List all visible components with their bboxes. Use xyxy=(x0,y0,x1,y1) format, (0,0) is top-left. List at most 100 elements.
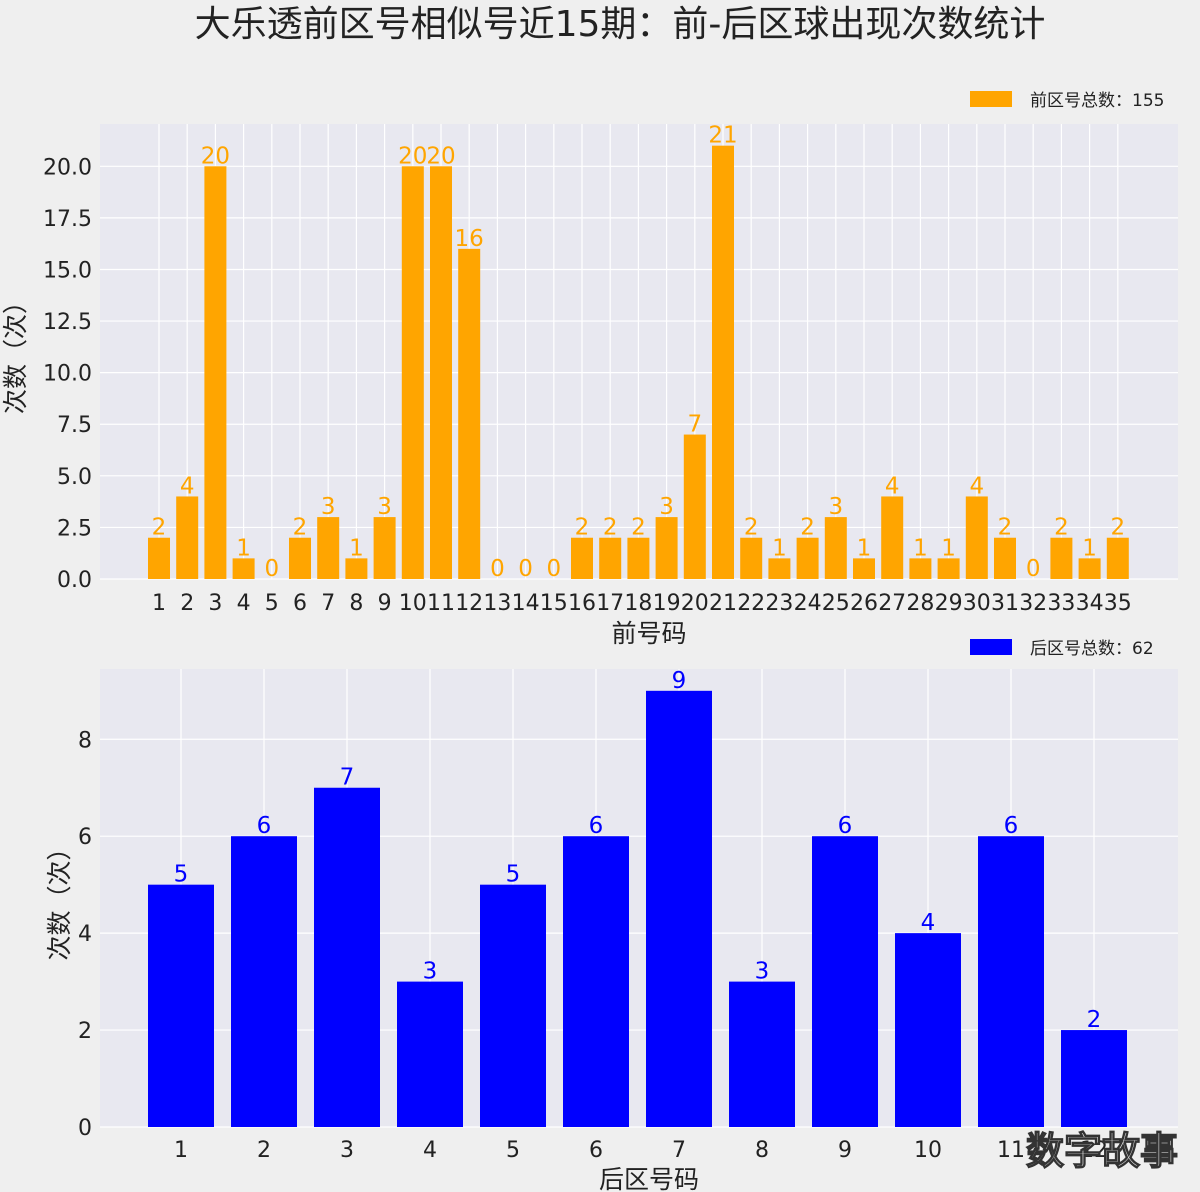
bar-value-label: 3 xyxy=(321,494,336,520)
bar-value-label: 20 xyxy=(201,143,230,169)
bar xyxy=(345,558,368,579)
bar xyxy=(571,537,593,579)
bar-value-label: 6 xyxy=(589,813,604,839)
bar xyxy=(994,537,1016,579)
x-tick-label: 34 xyxy=(1076,591,1104,616)
x-tick-label: 10 xyxy=(399,591,427,616)
y-tick-label: 5.0 xyxy=(57,465,92,490)
bar-value-label: 4 xyxy=(969,473,984,499)
bar xyxy=(148,884,214,1127)
bar-value-label: 3 xyxy=(423,959,438,985)
bar-value-label: 2 xyxy=(998,515,1013,541)
x-tick-label: 15 xyxy=(540,591,568,616)
bar xyxy=(317,517,340,579)
bar-value-label: 4 xyxy=(921,910,936,936)
x-tick-label: 2 xyxy=(257,1138,271,1163)
x-tick-label: 12 xyxy=(455,591,483,616)
x-tick-label: 31 xyxy=(991,591,1019,616)
x-tick-label: 6 xyxy=(293,591,307,616)
x-tick-label: 25 xyxy=(822,591,850,616)
bar-value-label: 2 xyxy=(744,515,759,541)
bar xyxy=(176,496,199,579)
y-tick-label: 8 xyxy=(78,728,92,753)
bar-value-label: 2 xyxy=(1110,515,1125,541)
x-tick-label: 1 xyxy=(152,591,166,616)
y-tick-label: 0.0 xyxy=(57,568,92,593)
x-tick-label: 28 xyxy=(906,591,934,616)
bar-value-label: 16 xyxy=(455,226,484,252)
bar-value-label: 3 xyxy=(659,494,674,520)
bar xyxy=(895,933,961,1127)
x-tick-label: 24 xyxy=(794,591,822,616)
bar xyxy=(1078,558,1101,579)
bar-value-label: 1 xyxy=(772,535,787,561)
y-tick-label: 6 xyxy=(78,825,92,850)
bar xyxy=(148,537,170,579)
bar xyxy=(853,558,875,579)
y-tick-label: 15.0 xyxy=(43,258,92,283)
bar-value-label: 1 xyxy=(857,535,872,561)
x-tick-label: 22 xyxy=(737,591,765,616)
y-tick-label: 0 xyxy=(78,1116,92,1141)
x-tick-label: 20 xyxy=(681,591,709,616)
bar-value-label: 2 xyxy=(152,515,167,541)
bar-value-label: 5 xyxy=(174,862,189,888)
bar xyxy=(204,166,227,580)
bar xyxy=(796,537,819,579)
bar xyxy=(231,836,297,1127)
bar-value-label: 2 xyxy=(603,515,618,541)
x-tick-label: 18 xyxy=(624,591,652,616)
x-tick-label: 6 xyxy=(589,1138,603,1163)
x-tick-label: 14 xyxy=(512,591,540,616)
x-tick-label: 7 xyxy=(672,1138,686,1163)
bar-value-label: 3 xyxy=(755,959,770,985)
x-tick-label: 7 xyxy=(321,591,335,616)
x-tick-label: 21 xyxy=(709,591,737,616)
x-axis-label: 前号码 xyxy=(611,619,686,648)
x-tick-label: 2 xyxy=(180,591,194,616)
x-tick-label: 9 xyxy=(838,1138,852,1163)
bar-value-label: 6 xyxy=(1004,813,1019,839)
x-tick-label: 13 xyxy=(483,591,511,616)
bar-value-label: 7 xyxy=(687,412,702,438)
front-zone-chart: 0.02.55.07.510.012.515.017.520.021422031… xyxy=(1,91,1178,648)
bar xyxy=(599,537,622,579)
bar xyxy=(563,836,629,1127)
bar-value-label: 4 xyxy=(885,473,900,499)
x-tick-label: 33 xyxy=(1047,591,1075,616)
bar xyxy=(1061,1030,1127,1127)
bar-value-label: 0 xyxy=(1026,556,1041,582)
bar xyxy=(646,690,712,1127)
x-tick-label: 12 xyxy=(1080,1138,1108,1163)
bar-value-label: 20 xyxy=(426,143,455,169)
bar xyxy=(965,496,988,579)
bar-value-label: 1 xyxy=(349,535,364,561)
bar-value-label: 3 xyxy=(377,494,392,520)
bar xyxy=(1106,537,1129,579)
bar xyxy=(824,517,847,579)
legend-swatch xyxy=(970,91,1012,107)
y-tick-label: 2.5 xyxy=(57,516,92,541)
x-tick-label: 19 xyxy=(653,591,681,616)
figure-title: 大乐透前区号相似号近15期：前-后区球出现次数统计 xyxy=(195,4,1046,45)
bar xyxy=(740,537,763,579)
x-tick-label: 4 xyxy=(237,591,251,616)
x-tick-label: 10 xyxy=(914,1138,942,1163)
x-tick-label: 5 xyxy=(265,591,279,616)
bar xyxy=(289,537,311,579)
bar-value-label: 0 xyxy=(490,556,505,582)
y-tick-label: 2 xyxy=(78,1019,92,1044)
bar-value-label: 0 xyxy=(546,556,561,582)
x-tick-label: 3 xyxy=(340,1138,354,1163)
bar-value-label: 1 xyxy=(913,535,928,561)
bar xyxy=(232,558,255,579)
x-tick-label: 16 xyxy=(568,591,596,616)
x-axis-label: 后区号码 xyxy=(599,1165,699,1192)
x-tick-label: 17 xyxy=(596,591,624,616)
bar-value-label: 6 xyxy=(257,813,272,839)
bar xyxy=(712,145,734,579)
bar-value-label: 1 xyxy=(1082,535,1097,561)
y-tick-label: 7.5 xyxy=(57,413,92,438)
x-tick-label: 8 xyxy=(349,591,363,616)
